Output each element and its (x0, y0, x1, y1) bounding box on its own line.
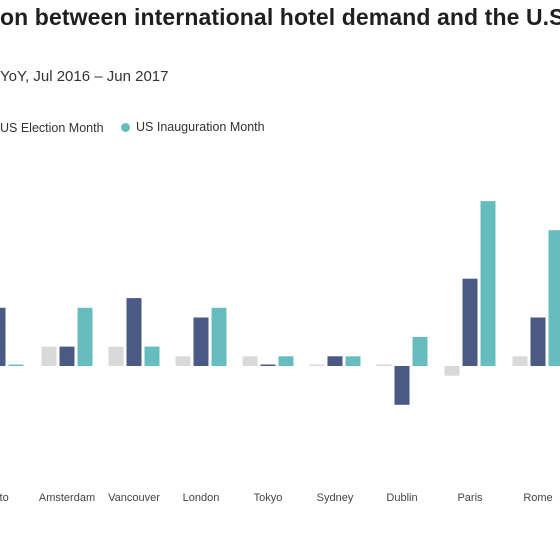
legend-label-inauguration: US Inauguration Month (136, 120, 265, 134)
bar-onto-series-3 (8, 364, 24, 366)
bar-amsterdam-series-3 (77, 307, 93, 366)
x-tick-label: Amsterdam (39, 492, 95, 504)
chart-subtitle: YoY, Jul 2016 – Jun 2017 (0, 68, 169, 85)
bar-vancouver-series-2 (126, 298, 142, 366)
bar-rome-series-3 (548, 230, 560, 366)
bar-rome-series-2 (530, 317, 546, 366)
x-tick-label: Rome (523, 492, 552, 504)
bar-paris-series-3 (480, 201, 496, 366)
x-tick-label: London (183, 492, 220, 504)
x-tick-label: Tokyo (254, 492, 283, 504)
chart-title: on between international hotel demand an… (0, 4, 560, 30)
legend-item-inauguration: US Inauguration Month (121, 120, 265, 134)
bar-amsterdam-series-1 (41, 346, 57, 366)
bar-dublin-series-3 (412, 336, 428, 366)
bar-tokyo-series-3 (278, 356, 294, 366)
bar-paris-series-2 (462, 278, 478, 366)
bar-paris-series-1 (444, 366, 460, 376)
bar-london-series-3 (211, 307, 227, 366)
x-tick-label: Paris (457, 492, 483, 504)
legend-swatch-inauguration (121, 122, 131, 132)
bar-vancouver-series-3 (144, 346, 160, 366)
bar-rome-series-1 (512, 356, 528, 366)
bar-london-series-1 (175, 356, 191, 366)
bar-onto-series-2 (0, 307, 6, 366)
bar-london-series-2 (193, 317, 209, 366)
x-tick-label: Vancouver (108, 492, 160, 504)
x-tick-label: Dublin (386, 492, 417, 504)
bar-sydney-series-3 (345, 356, 361, 366)
bar-amsterdam-series-2 (59, 346, 75, 366)
legend-label-election: US Election Month (0, 120, 104, 135)
bar-sydney-series-2 (327, 356, 343, 366)
bar-dublin-series-1 (376, 364, 392, 366)
bar-sydney-series-1 (309, 364, 325, 366)
bar-vancouver-series-1 (108, 346, 124, 366)
x-tick-label: Sydney (317, 492, 354, 504)
x-tick-label: onto (0, 492, 9, 504)
legend-item-election: US Election Month (0, 121, 104, 135)
chart-legend: US Election Month US Inauguration Month (0, 120, 279, 135)
bar-tokyo-series-2 (260, 364, 276, 366)
bar-dublin-series-2 (394, 366, 410, 405)
bar-tokyo-series-1 (242, 356, 258, 366)
